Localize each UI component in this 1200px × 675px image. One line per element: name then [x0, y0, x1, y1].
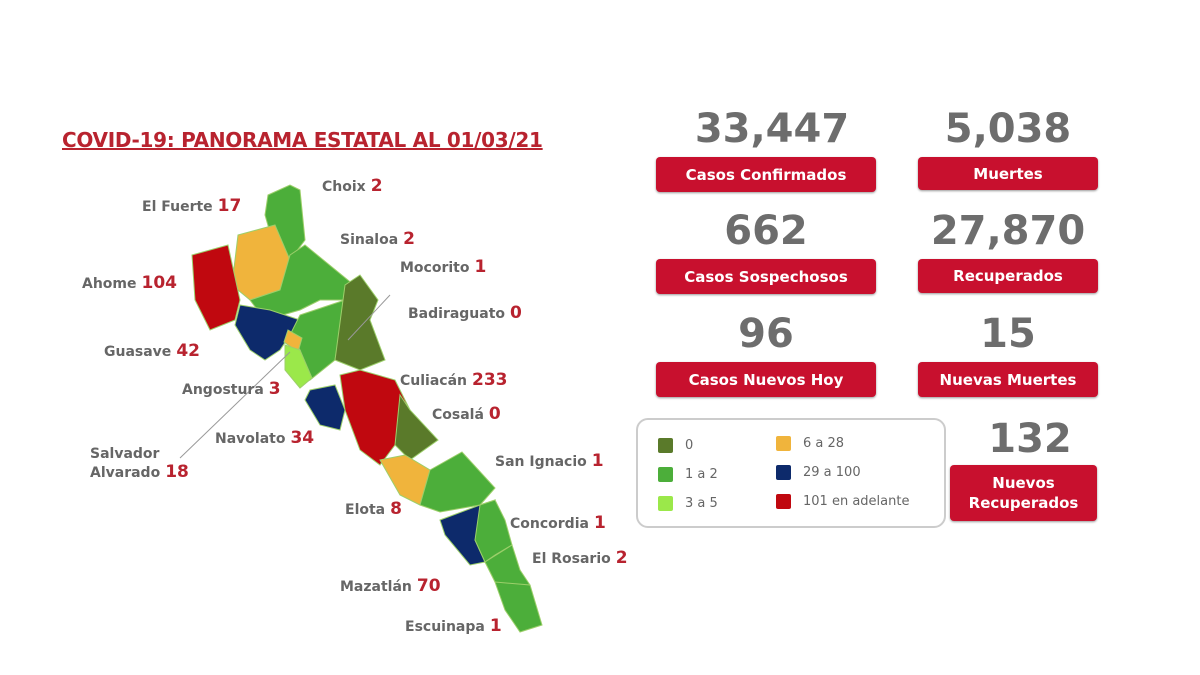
region-cosala: [394, 393, 439, 461]
legend-swatch: [658, 438, 673, 453]
legend-item: 0: [658, 438, 693, 453]
confirmados-value: 33,447: [694, 106, 850, 152]
legend-swatch: [776, 465, 791, 480]
label-guasave: Guasave 42: [104, 341, 200, 361]
legend-swatch: [658, 496, 673, 511]
region-escuinapa: [494, 581, 543, 633]
muertes-label: Muertes: [918, 157, 1098, 190]
region-badiraguato: [334, 274, 386, 371]
region-navolato: [304, 384, 346, 431]
region-san-ignacio: [419, 451, 496, 513]
label-cosala: Cosalá 0: [432, 404, 501, 424]
label-mocorito: Mocorito 1: [400, 257, 487, 277]
label-navolato: Navolato 34: [215, 428, 315, 448]
muertes-value: 5,038: [944, 106, 1072, 152]
sospechosos-label: Casos Sospechosos: [656, 259, 876, 294]
label-escuinapa: Escuinapa 1: [405, 616, 502, 636]
nuevas-muertes-value: 15: [980, 311, 1036, 357]
legend-swatch: [658, 467, 673, 482]
recuperados-label: Recuperados: [918, 259, 1098, 293]
legend-item: 29 a 100: [776, 465, 861, 480]
label-mazatlan: Mazatlán 70: [340, 576, 441, 596]
legend-item: 3 a 5: [658, 496, 718, 511]
leader-line: [179, 351, 291, 459]
label-san-ignacio: San Ignacio 1: [495, 451, 604, 471]
nuevos-recuperados-label: Nuevos Recuperados: [950, 465, 1097, 521]
region-ahome: [191, 244, 241, 331]
nuevos-hoy-value: 96: [738, 311, 794, 357]
leader-line: [347, 294, 391, 341]
nuevas-muertes-label: Nuevas Muertes: [918, 362, 1098, 397]
region-angostura: [284, 344, 313, 389]
legend-item: 101 en adelante: [776, 494, 909, 509]
page-title: COVID-19: PANORAMA ESTATAL AL 01/03/21: [62, 128, 543, 152]
recuperados-value: 27,870: [930, 208, 1086, 254]
label-el-rosario: El Rosario 2: [532, 548, 628, 568]
label-salvador-alvarado: Salvador Alvarado 18: [90, 446, 189, 482]
legend-swatch: [776, 436, 791, 451]
sospechosos-value: 662: [724, 208, 808, 254]
legend-item: 6 a 28: [776, 436, 844, 451]
nuevos-recuperados-value: 132: [988, 416, 1072, 462]
label-culiacan: Culiacán 233: [400, 370, 508, 390]
label-sinaloa: Sinaloa 2: [340, 229, 416, 249]
label-angostura: Angostura 3: [182, 379, 281, 399]
label-concordia: Concordia 1: [510, 513, 606, 533]
label-el-fuerte: El Fuerte 17: [142, 196, 242, 216]
label-choix: Choix 2: [322, 176, 383, 196]
nuevos-hoy-label: Casos Nuevos Hoy: [656, 362, 876, 397]
label-badiraguato: Badiraguato 0: [408, 303, 522, 323]
legend-swatch: [776, 494, 791, 509]
label-ahome: Ahome 104: [82, 273, 178, 293]
region-guasave: [234, 304, 301, 361]
confirmados-label: Casos Confirmados: [656, 157, 876, 192]
legend: 0 1 a 2 3 a 5 6 a 28 29 a 100 101 en ade…: [636, 418, 946, 528]
label-elota: Elota 8: [345, 499, 402, 519]
region-sinaloa: [249, 244, 361, 321]
legend-item: 1 a 2: [658, 467, 718, 482]
